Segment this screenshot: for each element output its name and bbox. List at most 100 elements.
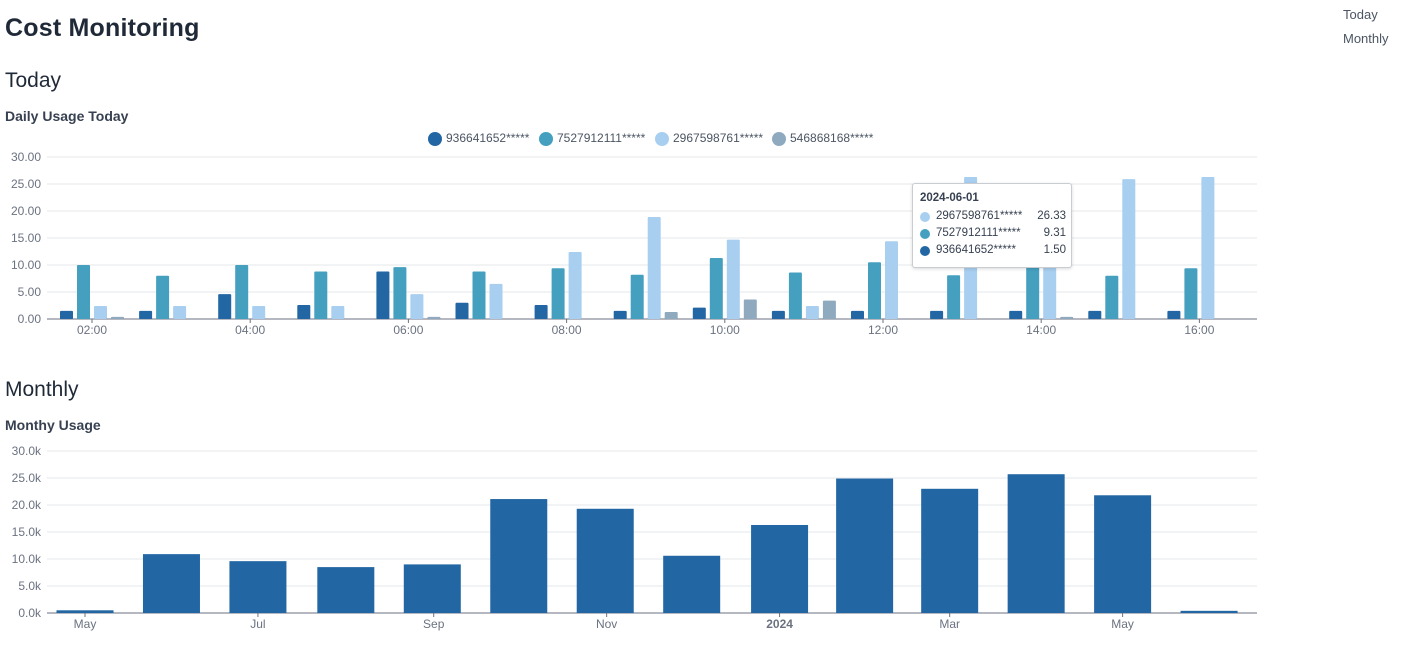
bar — [726, 239, 740, 319]
y-tick-label: 25.00 — [11, 177, 41, 191]
legend-label: 546868168***** — [790, 131, 874, 145]
bar — [805, 306, 819, 319]
legend-label: 7527912111***** — [557, 131, 646, 145]
bar — [771, 310, 785, 319]
y-tick-label: 25.0k — [12, 471, 42, 485]
x-tick-label: 14:00 — [1026, 323, 1056, 337]
section-heading-today: Today — [5, 69, 62, 92]
bar — [472, 271, 486, 319]
y-tick-label: 5.00 — [18, 285, 42, 299]
bar — [822, 300, 836, 319]
bar — [235, 265, 249, 319]
x-tick-label: 02:00 — [77, 323, 107, 337]
tooltip-dot — [920, 246, 930, 256]
tooltip-series-name: 2967598761***** — [936, 210, 1023, 222]
page-title: Cost Monitoring — [5, 14, 200, 42]
bar — [751, 524, 809, 613]
y-tick-label: 0.0k — [18, 606, 42, 620]
x-tick-label: Jul — [250, 617, 265, 631]
y-tick-label: 20.00 — [11, 204, 41, 218]
bar — [851, 310, 864, 319]
bar — [393, 267, 407, 319]
bar — [1043, 255, 1057, 319]
bar — [376, 271, 390, 319]
bar — [551, 268, 565, 319]
section-heading-monthly: Monthly — [5, 378, 79, 401]
x-tick-label: 2024 — [766, 617, 793, 631]
tooltip-dot — [920, 212, 930, 222]
bar — [410, 294, 424, 319]
legend-label: 936641652***** — [446, 131, 530, 145]
x-tick-label: 08:00 — [552, 323, 582, 337]
bar — [664, 311, 678, 319]
side-nav: Today Monthly — [1343, 3, 1389, 51]
bar — [229, 561, 287, 613]
legend-marker — [539, 132, 553, 146]
bar — [139, 310, 153, 319]
y-tick-label: 0.00 — [18, 312, 42, 326]
monthly-chart-title: Monthy Usage — [5, 417, 101, 433]
tooltip-series-value: 9.31 — [1043, 227, 1066, 239]
bar — [1009, 310, 1023, 319]
bar — [331, 306, 345, 319]
bar — [403, 564, 461, 613]
bar — [947, 275, 961, 319]
tooltip-series-value: 26.33 — [1037, 210, 1066, 222]
y-tick-label: 10.0k — [12, 552, 42, 566]
legend-marker — [655, 132, 669, 146]
bar — [1060, 316, 1074, 319]
bar — [1201, 176, 1215, 319]
y-tick-label: 15.0k — [12, 525, 42, 539]
bar — [568, 252, 582, 319]
bar — [692, 307, 706, 319]
bar — [142, 554, 200, 613]
tooltip-series-name: 936641652***** — [936, 244, 1016, 256]
tooltip-row: 2967598761***** 26.33 — [920, 209, 1066, 225]
bar — [930, 310, 944, 319]
x-tick-label: 16:00 — [1184, 323, 1214, 337]
bar — [1184, 268, 1198, 319]
bar — [647, 216, 661, 319]
tooltip-series-value: 1.50 — [1043, 244, 1066, 256]
bar — [1007, 474, 1065, 613]
bar — [1105, 275, 1119, 319]
bar — [921, 488, 979, 613]
bar — [111, 316, 124, 319]
bar — [1094, 495, 1152, 613]
bar — [885, 241, 898, 319]
bar — [1026, 266, 1040, 319]
x-tick-label: 12:00 — [868, 323, 898, 337]
bar — [218, 294, 232, 319]
daily-usage-chart: 0.00 5.00 10.00 15.00 20.00 25.00 30.00 02:00 04… — [11, 131, 1257, 337]
tooltip-row: 936641652***** 1.50 — [920, 243, 1066, 259]
bar — [613, 310, 627, 319]
y-tick-label: 30.0k — [12, 444, 42, 458]
legend-marker — [428, 132, 442, 146]
bar — [489, 283, 503, 319]
tooltip-series-name: 7527912111***** — [936, 227, 1021, 239]
y-tick-label: 10.00 — [11, 258, 41, 272]
bar — [868, 262, 881, 319]
chart-tooltip: 2024-06-01 2967598761***** 26.33 7527912… — [912, 183, 1072, 268]
bar — [77, 265, 90, 319]
bar — [1088, 310, 1102, 319]
bar — [94, 306, 107, 319]
bar — [314, 271, 328, 319]
legend-marker — [772, 132, 786, 146]
bar — [788, 272, 802, 319]
nav-link-today[interactable]: Today — [1343, 7, 1378, 22]
x-tick-label: Sep — [423, 617, 445, 631]
legend-label: 2967598761***** — [673, 131, 763, 145]
bar — [297, 304, 311, 319]
bar — [709, 257, 723, 319]
y-tick-label: 20.0k — [12, 498, 42, 512]
bar — [576, 508, 634, 613]
bar — [455, 302, 469, 319]
nav-link-monthly[interactable]: Monthly — [1343, 31, 1389, 46]
y-tick-label: 15.00 — [11, 231, 41, 245]
bar — [60, 310, 73, 319]
x-tick-label: 06:00 — [393, 323, 423, 337]
tooltip-dot — [920, 229, 930, 239]
bar — [427, 316, 441, 319]
